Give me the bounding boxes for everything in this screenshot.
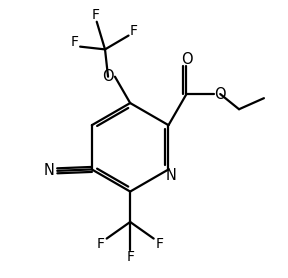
Text: F: F <box>71 35 79 49</box>
Text: F: F <box>126 250 134 264</box>
Text: O: O <box>181 52 192 67</box>
Text: O: O <box>102 69 114 84</box>
Text: N: N <box>166 168 177 183</box>
Text: F: F <box>91 8 99 22</box>
Text: F: F <box>130 24 137 38</box>
Text: F: F <box>156 237 164 251</box>
Text: F: F <box>96 237 105 251</box>
Text: O: O <box>214 86 226 101</box>
Text: N: N <box>44 163 55 178</box>
